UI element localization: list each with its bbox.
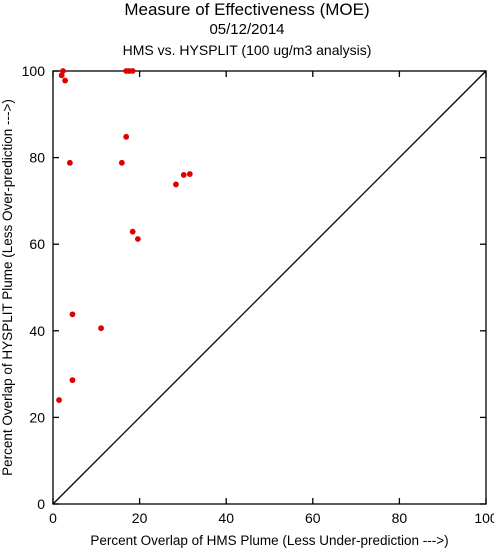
data-point-10 — [186, 171, 193, 177]
y-tick-label: 0 — [37, 496, 45, 512]
x-tick-label: 0 — [49, 510, 57, 526]
data-points — [56, 68, 193, 403]
axis-ticks — [52, 70, 487, 505]
x-tick-label: 60 — [305, 510, 321, 526]
data-point-15 — [98, 325, 104, 332]
data-point-8 — [118, 159, 125, 166]
y-axis-label: Percent Overlap of HYSPLIT Plume (Less O… — [0, 99, 15, 476]
data-point-16 — [69, 377, 76, 384]
chart-title: Measure of Effectiveness (MOE) — [124, 0, 370, 19]
plot-frame — [52, 70, 487, 505]
data-point-14 — [69, 311, 76, 318]
x-tick-label: 40 — [218, 510, 234, 526]
y-tick-label: 20 — [29, 409, 45, 425]
chart-analysis-label: HMS vs. HYSPLIT (100 ug/m3 analysis) — [122, 42, 372, 58]
y-tick-label: 100 — [22, 63, 46, 79]
diagonal-reference-line — [52, 70, 487, 505]
data-point-17 — [56, 397, 62, 403]
data-point-11 — [173, 181, 179, 188]
y-tick-label: 40 — [29, 323, 45, 339]
y-tick-labels: 0 20 40 60 80 100 — [22, 63, 46, 512]
data-point-1 — [58, 72, 65, 79]
data-point-6 — [123, 133, 130, 140]
x-tick-label: 100 — [474, 510, 494, 526]
data-point-9 — [180, 172, 187, 178]
data-point-5 — [129, 68, 136, 74]
y-tick-label: 80 — [29, 150, 45, 166]
x-tick-label: 20 — [132, 510, 148, 526]
data-point-2 — [62, 77, 69, 84]
x-tick-label: 80 — [392, 510, 408, 526]
x-axis-label: Percent Overlap of HMS Plume (Less Under… — [90, 533, 448, 548]
data-point-13 — [134, 236, 141, 242]
x-tick-labels: 0 20 40 60 80 100 — [49, 510, 494, 526]
data-point-7 — [66, 159, 73, 166]
y-tick-label: 60 — [29, 236, 45, 252]
data-point-12 — [129, 228, 136, 235]
chart-date: 05/12/2014 — [209, 21, 285, 38]
